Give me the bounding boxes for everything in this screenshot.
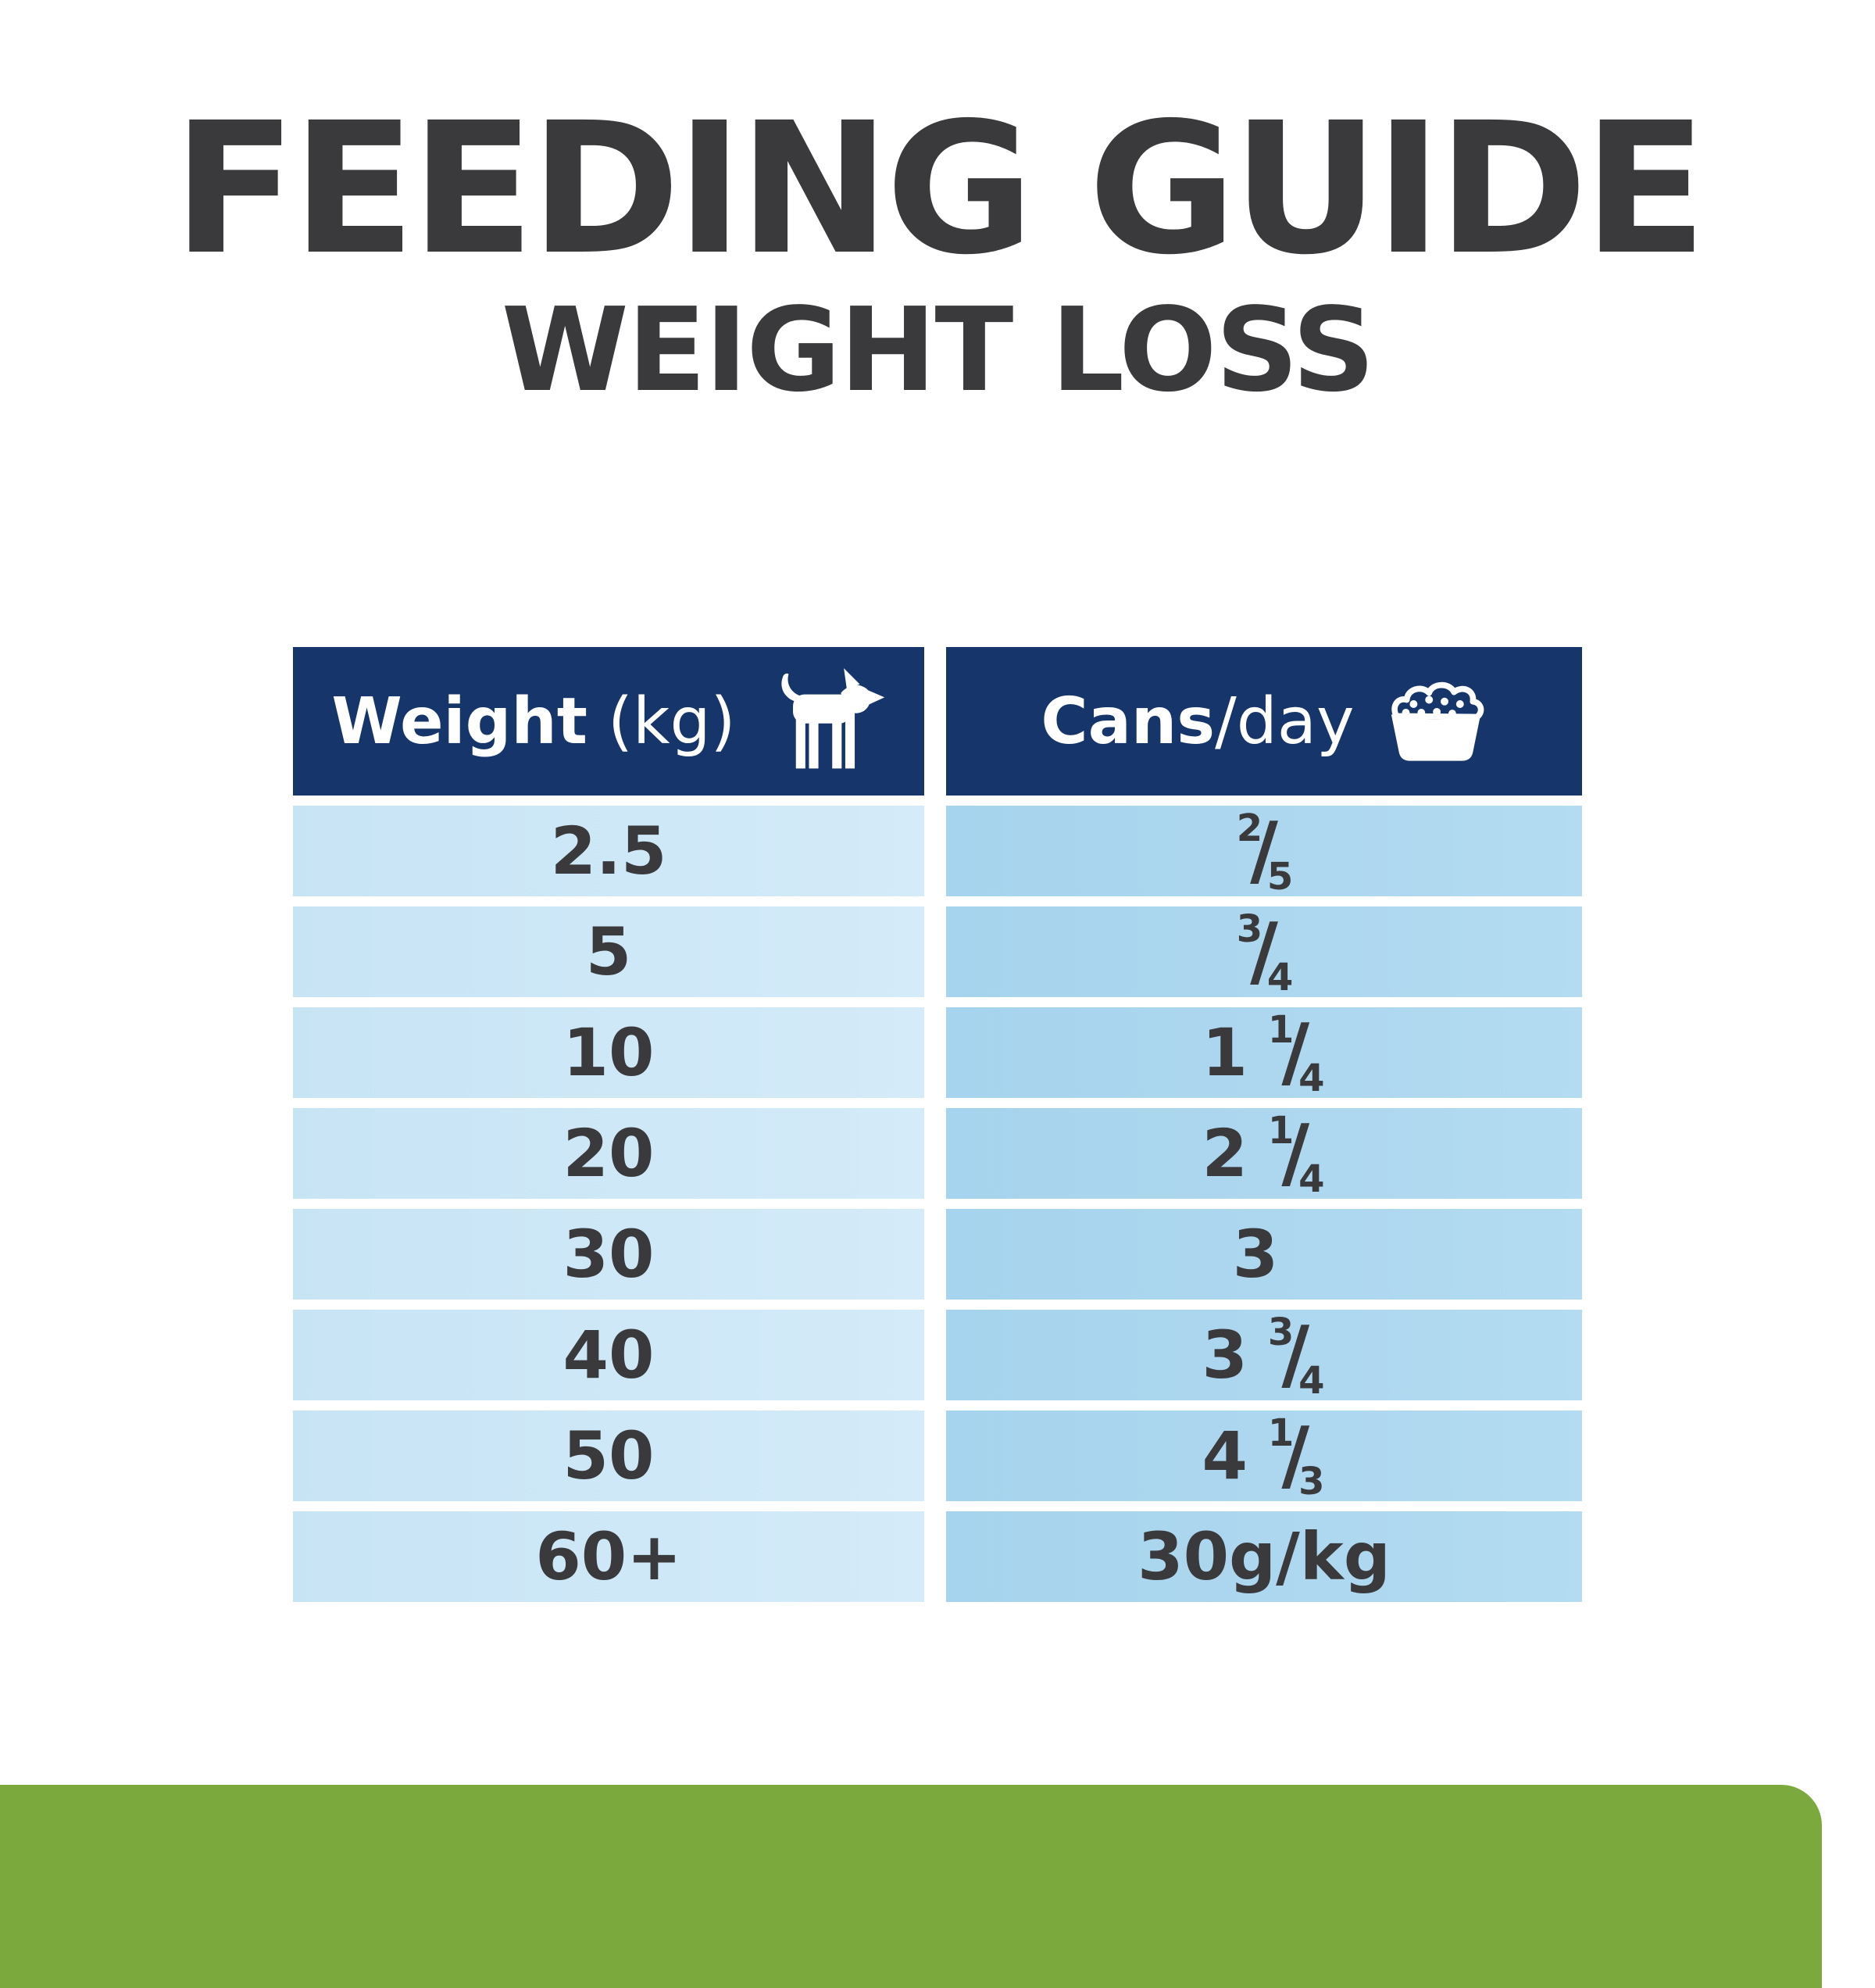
table-row: 20 2 1/4: [293, 1108, 1582, 1199]
page-subtitle: WEIGHT LOSS: [501, 283, 1376, 417]
fraction-num: 3: [1236, 906, 1263, 951]
weight-cell: 2.5: [293, 806, 924, 896]
cans-fraction: 3/4: [1234, 906, 1295, 996]
weight-cell: 20: [293, 1108, 924, 1199]
cans-fraction: 1/4: [1265, 1108, 1327, 1198]
cans-whole-number: 3: [1202, 1317, 1248, 1393]
cans-whole-number: 4: [1202, 1418, 1248, 1494]
cans-whole-number: 1: [1202, 1014, 1248, 1091]
fraction-slash: /: [1281, 1411, 1310, 1500]
table-row: 40 3 3/4: [293, 1310, 1582, 1400]
table-header-row: Weight (kg) Cans /day: [293, 647, 1582, 796]
table-row: 2.5 2/5: [293, 806, 1582, 896]
fraction-den: 4: [1298, 1157, 1325, 1202]
cans-fraction: 2/5: [1234, 806, 1295, 896]
cans-cell: 3/4: [946, 906, 1582, 997]
fraction-den: 5: [1266, 855, 1294, 899]
table-row: 60+ 30g/kg: [293, 1511, 1582, 1602]
fraction-den: 4: [1298, 1057, 1325, 1101]
cans-cell: 3: [946, 1209, 1582, 1300]
cans-cell: 1 1/4: [946, 1007, 1582, 1098]
fraction-num: 1: [1267, 1007, 1295, 1052]
fraction-num: 3: [1267, 1310, 1295, 1354]
fraction-num: 2: [1236, 806, 1263, 850]
fraction-slash: /: [1281, 1310, 1310, 1400]
cans-fraction: 1/3: [1265, 1411, 1327, 1500]
fraction-den: 4: [1266, 956, 1294, 1000]
weight-cell: 10: [293, 1007, 924, 1098]
feeding-table: Weight (kg) Cans /day: [293, 647, 1582, 1602]
weight-cell: 60+: [293, 1511, 924, 1602]
cans-fraction: 3/4: [1265, 1310, 1327, 1400]
table-row: 50 4 1/3: [293, 1411, 1582, 1501]
cans-cell: 4 1/3: [946, 1411, 1582, 1501]
cans-cell: 30g/kg: [946, 1511, 1582, 1602]
feeding-guide-panel: { "title": "FEEDING GUIDE", "subtitle": …: [0, 84, 1875, 1988]
table-row: 30 3: [293, 1209, 1582, 1300]
page-title: FEEDING GUIDE: [173, 84, 1707, 295]
cans-header-label: Cans: [1041, 684, 1216, 759]
cans-header-unit-label: /day: [1215, 684, 1355, 759]
fraction-slash: /: [1250, 806, 1278, 896]
fraction-den: 3: [1298, 1460, 1325, 1504]
weight-cell: 30: [293, 1209, 924, 1300]
cans-whole-number: 3: [1232, 1216, 1279, 1293]
cans-column-header: Cans /day: [946, 647, 1582, 796]
fraction-num: 1: [1267, 1108, 1295, 1153]
weight-column-header: Weight (kg): [293, 647, 924, 796]
table-row: 10 1 1/4: [293, 1007, 1582, 1098]
weight-header-unit: [588, 685, 608, 759]
brand-green-bar: [0, 1785, 1822, 1988]
fraction-slash: /: [1281, 1108, 1310, 1198]
weight-header-label: Weight: [331, 684, 588, 759]
cans-cell: 2/5: [946, 806, 1582, 896]
fraction-num: 1: [1267, 1411, 1295, 1455]
food-bowl-icon: [1391, 681, 1484, 761]
cans-cell: 2 1/4: [946, 1108, 1582, 1199]
table-body: 2.5 2/5 5 3/4 10 1 1/4 20 2 1/4 30 3 40 3 3/4 50 4 1/3 60+…: [293, 806, 1582, 1602]
dog-icon: [780, 668, 884, 769]
fraction-slash: /: [1281, 1007, 1310, 1097]
weight-cell: 40: [293, 1310, 924, 1400]
weight-header-unit-label: (kg): [608, 684, 736, 759]
cans-cell: 3 3/4: [946, 1310, 1582, 1400]
weight-cell: 5: [293, 906, 924, 997]
weight-cell: 50: [293, 1411, 924, 1501]
cans-fraction: 1/4: [1265, 1007, 1327, 1097]
fraction-slash: /: [1250, 906, 1278, 996]
table-row: 5 3/4: [293, 906, 1582, 997]
cans-whole-number: 2: [1202, 1115, 1248, 1192]
fraction-den: 4: [1298, 1359, 1325, 1403]
